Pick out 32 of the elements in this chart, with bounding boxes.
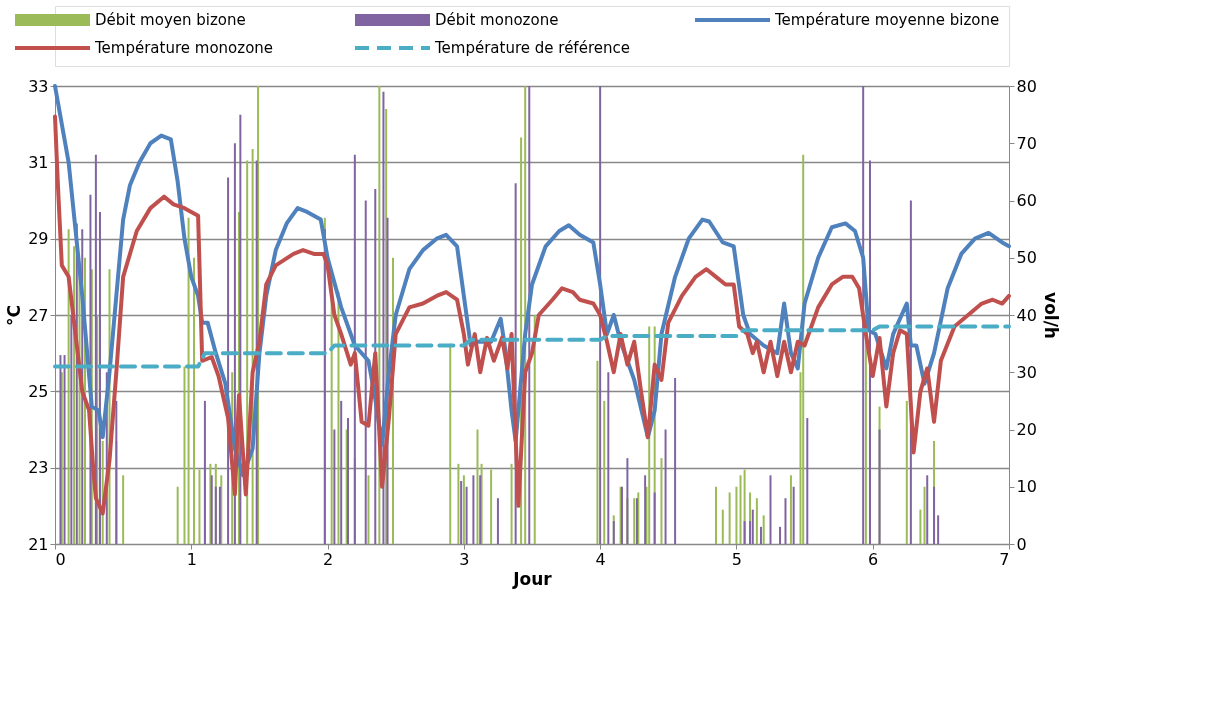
y-tick-label: 27 [28, 305, 49, 325]
y2-tick-label: 10 [1016, 477, 1037, 497]
x-tick-label: 7 [999, 549, 1010, 569]
x-tick-label: 0 [55, 549, 66, 569]
x-axis-title: Jour [512, 568, 553, 589]
legend-label: Température monozone [94, 39, 274, 57]
y-tick-label: 23 [28, 458, 49, 478]
y2-tick-label: 0 [1016, 534, 1027, 554]
y-tick-label: 31 [28, 152, 49, 172]
x-tick-label: 1 [186, 549, 197, 569]
x-tick-label: 5 [731, 549, 743, 569]
y2-tick-label: 40 [1016, 305, 1037, 325]
legend-label: Température moyenne bizone [774, 11, 1000, 29]
y2-tick-label: 30 [1016, 362, 1037, 382]
x-tick-label: 4 [595, 549, 606, 569]
y2-tick-label: 80 [1016, 76, 1037, 96]
y-tick-label: 29 [28, 229, 49, 249]
legend-label: Débit monozone [435, 11, 559, 29]
y-axis-title: °C [4, 305, 25, 326]
legend-label: Débit moyen bizone [95, 11, 246, 29]
y-tick-label: 33 [28, 76, 49, 96]
y-tick-label: 21 [28, 534, 49, 554]
y2-tick-label: 70 [1016, 133, 1037, 153]
x-tick-label: 3 [459, 549, 470, 569]
y2-tick-label: 20 [1016, 420, 1037, 439]
legend-label: Température de référence [434, 39, 630, 57]
y2-axis-title: vol/h [1040, 292, 1061, 339]
x-tick-label: 2 [322, 549, 334, 569]
x-tick-label: 6 [868, 549, 879, 569]
y2-tick-label: 50 [1016, 248, 1037, 268]
y-tick-label: 25 [28, 381, 49, 401]
y2-tick-label: 60 [1016, 191, 1037, 210]
